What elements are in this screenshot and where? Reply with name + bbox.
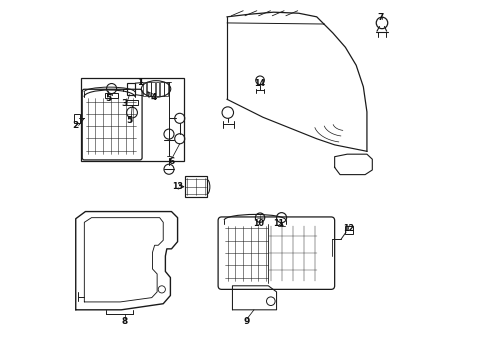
Bar [74, 114, 80, 123]
Text: 14: 14 [255, 80, 266, 89]
Bar [160, 82, 164, 96]
Text: 5: 5 [126, 116, 133, 125]
Text: 9: 9 [244, 317, 250, 326]
Bar [344, 226, 353, 234]
Bar [151, 82, 155, 96]
Bar [164, 82, 168, 96]
Text: 5: 5 [105, 94, 111, 103]
Text: 1: 1 [137, 78, 144, 87]
Text: 8: 8 [122, 317, 128, 326]
Text: 10: 10 [253, 219, 264, 228]
Bar [143, 82, 147, 96]
Text: 7: 7 [377, 13, 384, 22]
Bar [126, 100, 138, 105]
Text: 13: 13 [172, 182, 183, 191]
Bar [127, 83, 135, 95]
Text: 12: 12 [343, 224, 354, 233]
Bar [81, 78, 184, 161]
Text: 2: 2 [73, 121, 79, 130]
Text: 11: 11 [273, 219, 285, 228]
Text: 6: 6 [169, 157, 174, 166]
Bar [147, 82, 151, 96]
Bar [156, 82, 159, 96]
Bar [185, 176, 207, 197]
Bar [105, 93, 118, 98]
Text: 3: 3 [122, 99, 128, 108]
Text: 4: 4 [150, 93, 157, 102]
